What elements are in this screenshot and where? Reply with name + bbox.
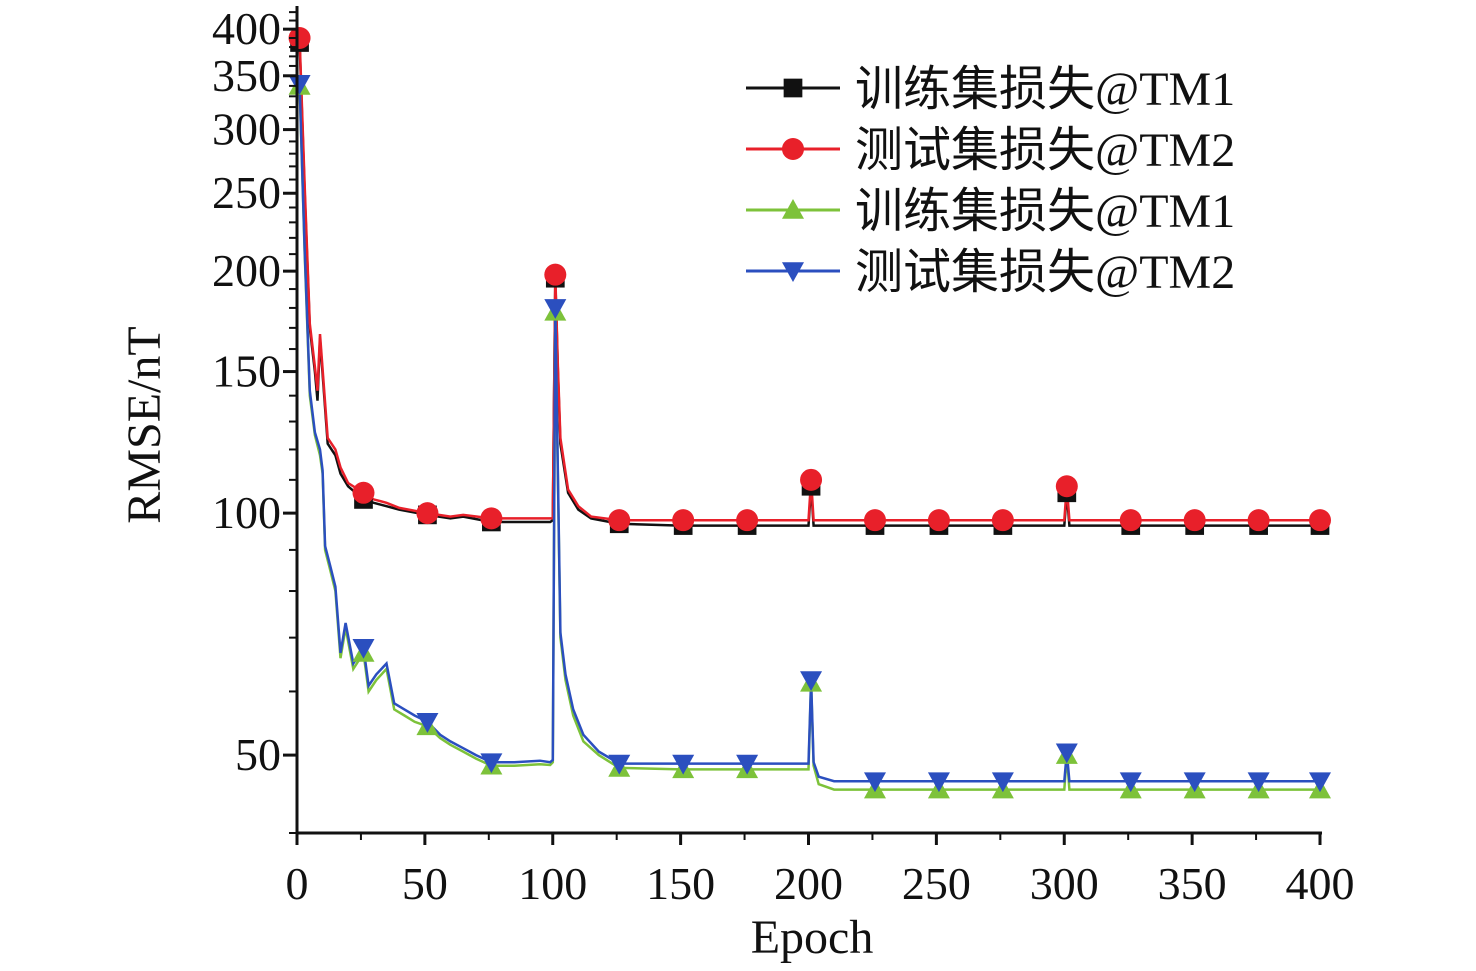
legend-item: 训练集损失@TM1 xyxy=(746,185,1235,238)
legend: 训练集损失@TM1 测试集损失@TM2 训练集损失@TM1 测试集损失@TM2 xyxy=(746,63,1235,299)
series-1-marker xyxy=(1247,509,1270,532)
series-1-marker xyxy=(863,509,886,532)
y-tick-label: 150 xyxy=(212,346,281,397)
series-1-marker xyxy=(544,263,567,286)
series-1-marker xyxy=(991,509,1014,532)
series-3-marker xyxy=(927,772,950,793)
series-3-marker xyxy=(416,713,439,733)
series-3-marker xyxy=(352,638,375,659)
series-3-marker xyxy=(672,754,695,775)
x-tick-label: 300 xyxy=(1030,858,1099,909)
legend-marker-square-icon xyxy=(783,78,803,98)
legend-marker-triangle-up-icon xyxy=(782,199,804,219)
series-1-marker xyxy=(1183,509,1206,532)
x-tick-label: 350 xyxy=(1158,858,1227,909)
legend-item: 测试集损失@TM2 xyxy=(746,124,1235,177)
series-3-marker xyxy=(736,754,759,775)
series-3-marker xyxy=(1183,772,1206,793)
series-3-marker xyxy=(544,299,567,319)
series-1-marker xyxy=(1309,509,1331,532)
series-1-marker xyxy=(288,27,311,50)
series-3-marker xyxy=(288,75,311,95)
y-tick-label: 300 xyxy=(212,104,281,155)
ticks: 0 50 100 150 200 250 300 350 4005010015020025030… xyxy=(212,3,1355,909)
series-3-marker xyxy=(1309,772,1331,793)
series-3-marker xyxy=(1247,772,1270,793)
y-tick-label: 250 xyxy=(212,167,281,218)
series-3-marker xyxy=(1055,743,1078,764)
series-1-marker xyxy=(672,509,695,532)
x-tick-label: 200 xyxy=(774,858,843,909)
x-tick-label: 150 xyxy=(646,858,715,909)
series-3-marker xyxy=(991,772,1014,793)
series-3-marker xyxy=(1119,772,1142,793)
legend-item: 训练集损失@TM1 xyxy=(746,63,1235,116)
series-1-marker xyxy=(480,507,503,530)
legend-item: 测试集损失@TM2 xyxy=(746,246,1235,299)
y-axis-label: RMSE/nT xyxy=(118,326,171,523)
y-tick-label: 200 xyxy=(212,245,281,296)
x-tick-label: 400 xyxy=(1286,858,1355,909)
series-1-marker xyxy=(927,509,950,532)
series-1-marker xyxy=(800,468,823,491)
series-1-marker xyxy=(352,481,375,504)
series-1-marker xyxy=(736,509,759,532)
x-tick-label: 50 xyxy=(402,858,448,909)
series-1-marker xyxy=(608,509,631,532)
legend-label: 测试集损失@TM2 xyxy=(855,124,1235,177)
legend-label: 测试集损失@TM2 xyxy=(855,246,1235,299)
y-tick-label: 100 xyxy=(212,487,281,538)
x-tick-label: 100 xyxy=(518,858,587,909)
legend-marker-circle-icon xyxy=(782,138,804,160)
series-1-marker xyxy=(416,502,439,525)
series-1-marker xyxy=(1055,475,1078,498)
series-3-marker xyxy=(800,671,823,692)
legend-label: 训练集损失@TM1 xyxy=(855,63,1235,116)
x-tick-label: 250 xyxy=(902,858,971,909)
series-3-marker xyxy=(608,754,631,775)
series-1-marker xyxy=(1119,509,1142,532)
series-3-marker xyxy=(863,772,886,793)
legend-marker-triangle-down-icon xyxy=(782,262,804,282)
y-tick-label: 400 xyxy=(212,3,281,54)
x-tick-label: 0 xyxy=(286,858,309,909)
x-axis-label: Epoch xyxy=(751,911,874,964)
legend-label: 训练集损失@TM1 xyxy=(855,185,1235,238)
y-tick-label: 50 xyxy=(235,729,281,780)
y-tick-label: 350 xyxy=(212,50,281,101)
series-3-marker xyxy=(480,753,503,774)
